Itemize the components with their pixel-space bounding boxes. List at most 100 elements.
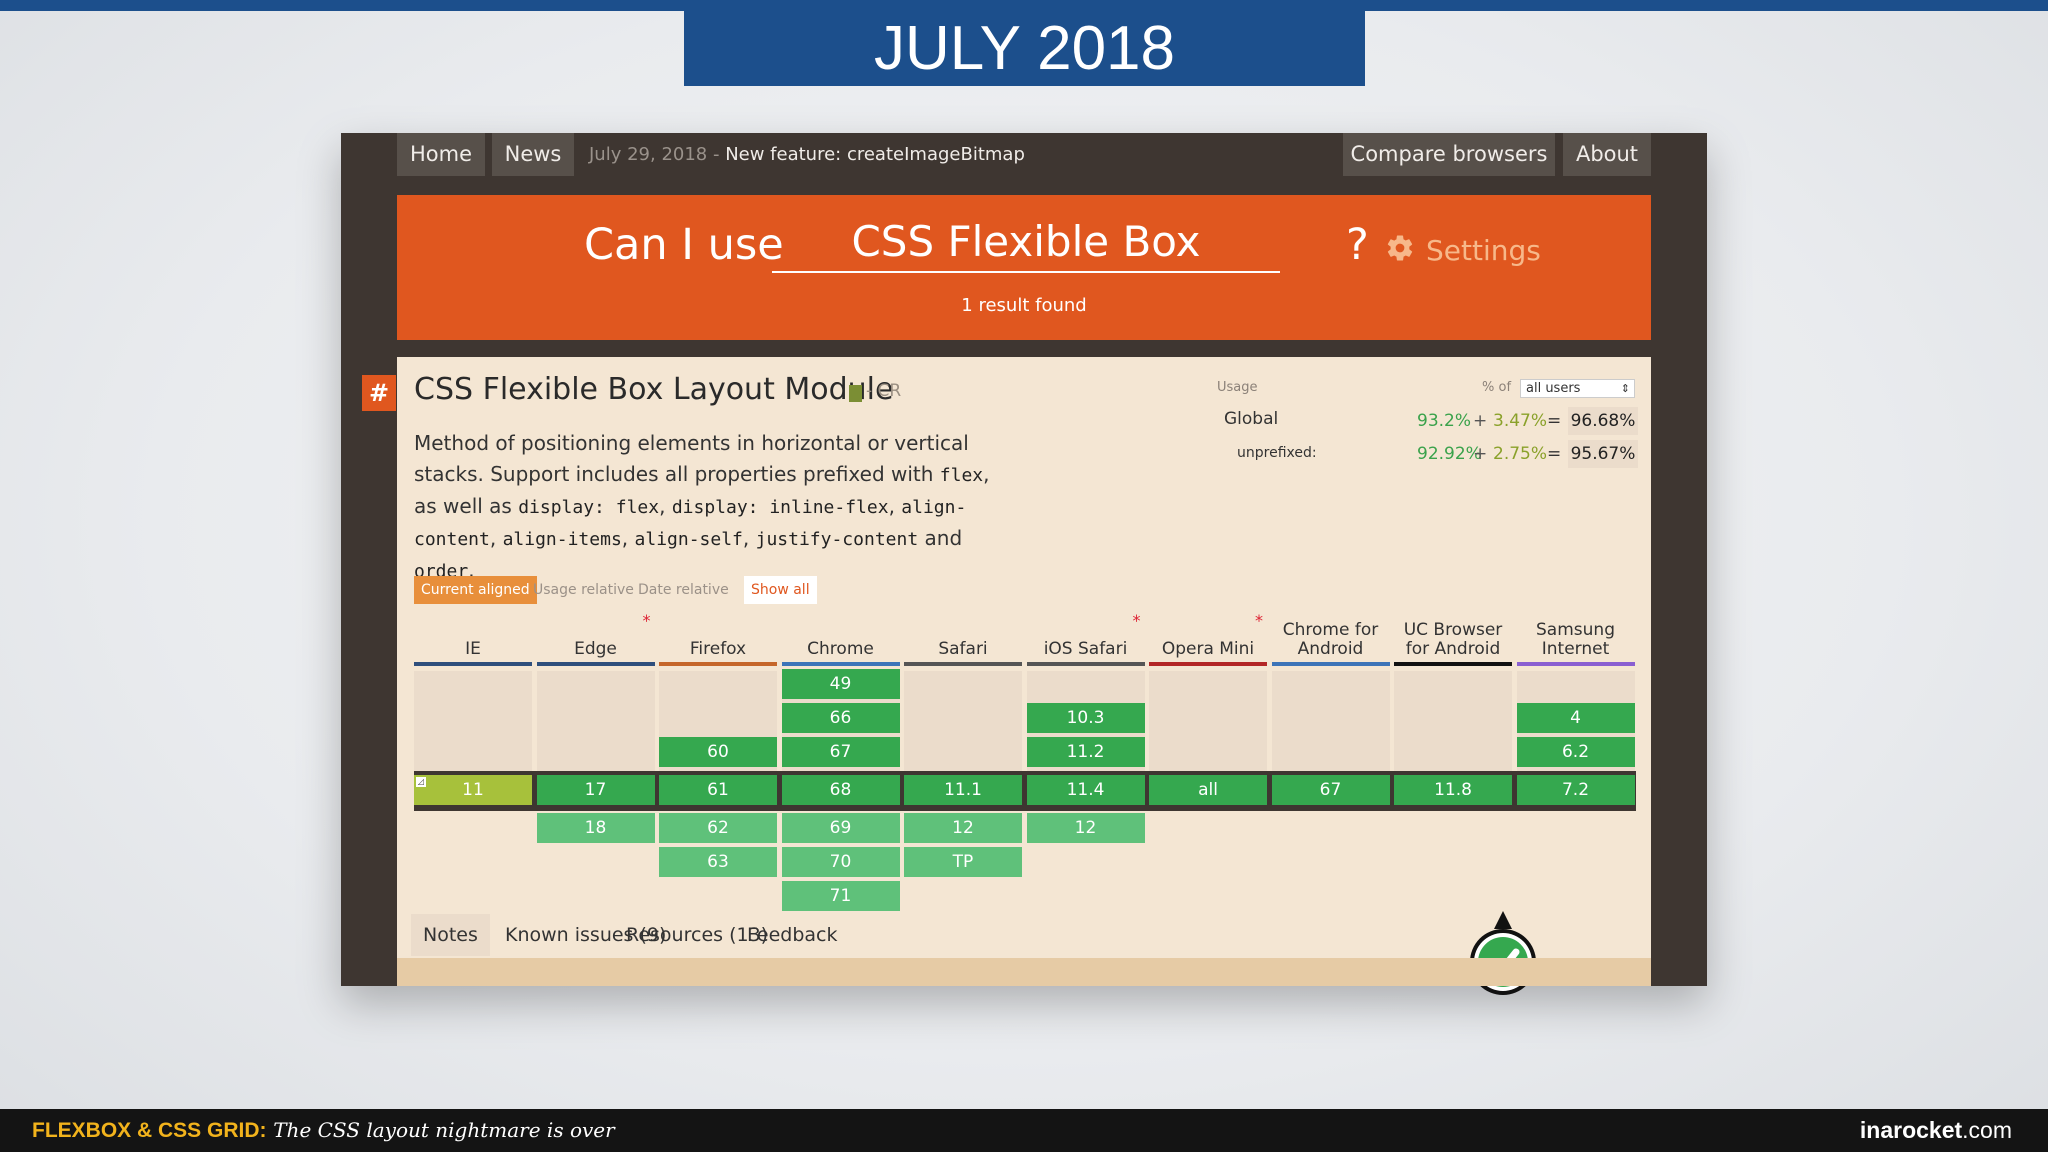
news-date: July 29, 2018 (589, 144, 708, 165)
browser-column-chrome: Chrome 49 66 67 68 69 70 71 (781, 619, 900, 911)
version-cell[interactable]: 49 (781, 669, 900, 699)
browser-underline (1026, 662, 1145, 666)
version-cell[interactable]: 11.2 (1026, 737, 1145, 767)
current-version-cell[interactable]: 7.2 (1516, 775, 1635, 805)
code-justify-content: justify-content (755, 529, 919, 550)
search-input[interactable]: CSS Flexible Box (772, 217, 1280, 273)
help-link[interactable]: ? (1346, 220, 1369, 270)
usage-name: Global (1224, 409, 1279, 429)
nav-compare-browsers[interactable]: Compare browsers (1343, 133, 1555, 176)
feature-title[interactable]: CSS Flexible Box Layout Module (414, 372, 894, 407)
version-cell[interactable]: 60 (659, 737, 777, 767)
future-version-cell[interactable]: 63 (659, 847, 777, 877)
version-cell[interactable]: 10.3 (1026, 703, 1145, 733)
note-asterisk-icon[interactable]: * (1132, 611, 1141, 630)
future-version-cell[interactable]: 12 (904, 813, 1022, 843)
news-title: New feature: createImageBitmap (725, 144, 1025, 165)
select-arrows-icon: ⇕ (1620, 382, 1630, 395)
current-version-cell[interactable]: 68 (781, 775, 900, 805)
browser-column-opera-mini: Opera Mini * all (1149, 611, 1267, 899)
browser-column-ios-safari: iOS Safari * 10.3 11.2 11.4 12 (1026, 611, 1145, 899)
gear-icon[interactable] (1385, 233, 1415, 263)
note-asterisk-icon[interactable]: * (1255, 611, 1263, 630)
usage-row-unprefixed: unprefixed: 92.92% + 2.75% = 95.67% (1217, 440, 1651, 470)
current-version-cell[interactable]: all (1149, 775, 1267, 805)
version-cell[interactable]: 67 (781, 737, 900, 767)
version-cell[interactable]: 66 (781, 703, 900, 733)
tab-notes[interactable]: Notes (411, 914, 490, 956)
nav-news[interactable]: News (492, 133, 574, 176)
future-version-cell[interactable]: TP (904, 847, 1022, 877)
partial-support-icon: ◿ (416, 777, 426, 787)
top-nav: Home News July 29, 2018 - New feature: c… (397, 133, 1651, 176)
search-band: Can I use CSS Flexible Box ? Settings 1 … (397, 195, 1651, 340)
usage-plus: + (1473, 411, 1488, 431)
result-count: 1 result found (961, 295, 1087, 316)
past-versions-area (904, 671, 1022, 771)
future-version-cell[interactable]: 18 (536, 813, 655, 843)
users-select[interactable]: all users ⇕ (1520, 379, 1635, 398)
nav-home[interactable]: Home (397, 133, 485, 176)
usage-partial: 3.47% (1493, 411, 1548, 431)
users-select-value: all users (1526, 381, 1581, 396)
past-versions-area (414, 671, 532, 771)
current-version-cell[interactable]: 17 (536, 775, 655, 805)
usage-box: Usage % of all users ⇕ Global 93.2% + 3.4… (1217, 377, 1651, 487)
slide-title: JULY 2018 (684, 11, 1365, 86)
browser-name: Chrome (807, 639, 874, 659)
footer-caption: FLEXBOX & CSS GRID: The CSS layout night… (32, 1109, 615, 1152)
usage-row-global: Global 93.2% + 3.47% = 96.68% (1217, 407, 1651, 437)
browser-name: Edge (574, 639, 617, 659)
tab-feedback[interactable]: Feedback (747, 924, 838, 946)
version-cell[interactable]: 4 (1516, 703, 1635, 733)
spec-status: - CR (866, 381, 902, 401)
show-all-button[interactable]: Show all (744, 576, 817, 604)
browser-name: IE (465, 639, 481, 659)
tab-known-issues[interactable]: Known issues (9) (505, 924, 667, 946)
usage-name: unprefixed: (1237, 445, 1317, 461)
settings-link[interactable]: Settings (1426, 234, 1541, 267)
current-version-cell[interactable]: 11.4 (1026, 775, 1145, 805)
current-version-cell[interactable]: 11 ◿ (414, 775, 532, 805)
tab-date-relative[interactable]: Date relative (638, 582, 729, 598)
usage-total: 96.68% (1568, 407, 1638, 435)
percent-of-label: % of (1482, 380, 1512, 395)
code-align-items: align-items (502, 529, 622, 550)
current-version-cell[interactable]: 61 (659, 775, 777, 805)
current-version-cell[interactable]: 11.1 (904, 775, 1022, 805)
news-ticker[interactable]: July 29, 2018 - New feature: createImage… (589, 133, 1025, 176)
current-version-cell[interactable]: 67 (1271, 775, 1390, 805)
code-flex: flex (939, 465, 984, 486)
nav-about[interactable]: About (1563, 133, 1651, 176)
future-version-cell[interactable]: 62 (659, 813, 777, 843)
future-version-cell[interactable]: 71 (781, 881, 900, 911)
slide-footer: FLEXBOX & CSS GRID: The CSS layout night… (0, 1109, 2048, 1152)
future-version-cell[interactable]: 69 (781, 813, 900, 843)
future-version-cell[interactable]: 12 (1026, 813, 1145, 843)
can-i-use-label: Can I use (584, 220, 784, 270)
code-align-content: align-content (414, 497, 967, 550)
usage-equals: = (1547, 411, 1562, 431)
usage-full: 93.2% (1417, 411, 1472, 431)
usage-partial: 2.75% (1493, 444, 1548, 464)
usage-total: 95.67% (1568, 440, 1638, 468)
note-asterisk-icon[interactable]: * (642, 611, 651, 630)
tab-resources[interactable]: Resources (13) (626, 924, 769, 946)
code-display-inline-flex: display: inline-flex (671, 497, 889, 518)
tab-usage-relative[interactable]: Usage relative (533, 582, 634, 598)
version-cell[interactable]: 6.2 (1516, 737, 1635, 767)
spec-document-icon[interactable] (849, 385, 862, 402)
browser-column-chrome-for-android: Chrome for Android 67 (1271, 619, 1390, 899)
past-versions-area (1149, 671, 1267, 771)
browser-name: Chrome for Android (1282, 620, 1379, 659)
current-version-cell[interactable]: 11.8 (1394, 775, 1512, 805)
usage-plus: + (1473, 444, 1488, 464)
past-versions-area (1271, 671, 1390, 771)
tab-current-aligned[interactable]: Current aligned (414, 576, 537, 604)
browser-name: UC Browser for Android (1403, 620, 1503, 659)
feature-anchor-link[interactable]: # (362, 375, 396, 411)
feature-description: Method of positioning elements in horizo… (414, 428, 1004, 587)
code-display-flex: display: flex (518, 497, 660, 518)
desc-comma: , (659, 494, 672, 518)
future-version-cell[interactable]: 70 (781, 847, 900, 877)
